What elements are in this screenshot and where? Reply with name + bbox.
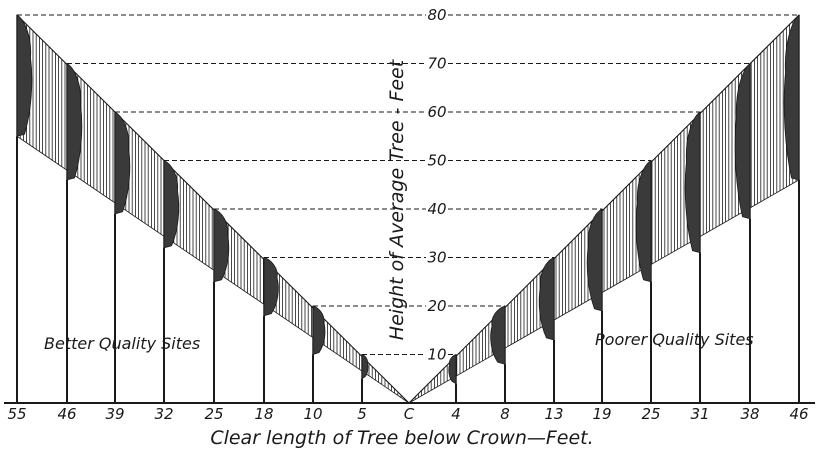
right-clear-length-diagonal: [408, 179, 800, 404]
tree-crown: [16, 14, 33, 137]
x-tick-label: 18: [254, 405, 273, 423]
left-clear-length-diagonal: [16, 135, 410, 404]
tree-crown: [734, 62, 751, 220]
poorer-sites-label: Poorer Quality Sites: [595, 330, 754, 349]
y-tick-label: 80: [427, 6, 446, 24]
tree-crown: [538, 256, 555, 341]
x-tick-label: 46: [57, 405, 76, 423]
tree: [684, 111, 701, 403]
x-tick-label: 10: [303, 405, 322, 423]
tree: [538, 256, 555, 403]
tree-crown: [783, 14, 800, 181]
tree-crown: [684, 111, 701, 254]
tree-crown: [635, 159, 652, 283]
tree: [734, 62, 751, 403]
tree: [114, 111, 131, 403]
y-tick-label: 50: [427, 152, 446, 170]
tree: [16, 14, 33, 403]
y-tick-label: 70: [427, 55, 446, 73]
tree: [490, 305, 506, 403]
tree-crown: [114, 111, 131, 215]
tree-crown: [263, 256, 279, 317]
trees: [4, 14, 815, 404]
x-tick-label: 31: [690, 405, 709, 423]
x-tick-label: 32: [154, 405, 173, 423]
y-tick-label: 60: [427, 103, 446, 121]
tree-crown: [163, 159, 180, 249]
tree: [586, 208, 603, 403]
tree: [448, 353, 457, 403]
x-tick-label: 46: [789, 405, 808, 423]
x-tick-label: 55: [7, 405, 26, 423]
x-tick-label: 39: [105, 405, 124, 423]
x-tick-label: 25: [641, 405, 660, 423]
tree: [163, 159, 180, 403]
tree-crown: [312, 305, 326, 356]
y-tick-label: 30: [427, 249, 446, 267]
x-tick-label: 19: [592, 405, 611, 423]
x-tick-label: 8: [500, 405, 510, 423]
tree-crown: [490, 305, 506, 365]
y-tick-label: 40: [427, 200, 446, 218]
height-guide-lines: [17, 14, 799, 355]
x-axis-title: Clear length of Tree below Crown—Feet.: [210, 427, 593, 449]
tree-crown: [213, 208, 230, 283]
y-tick-label: 10: [427, 346, 446, 364]
tree-crown: [586, 208, 603, 312]
x-tick-label: 4: [451, 405, 461, 423]
tree: [213, 208, 230, 403]
tree: [635, 159, 652, 403]
y-tick-label: 20: [427, 297, 446, 315]
tree: [312, 305, 326, 403]
tree: [66, 62, 83, 403]
tree-crown: [448, 353, 457, 385]
labels: 10 20 30 40 50 60 70 80 55 46 39 32 25 18 10 5 C 4 8 13 19 25…: [7, 6, 808, 423]
x-tick-label: 13: [544, 405, 563, 423]
tree-crown: [66, 62, 83, 181]
x-tick-label: 38: [740, 405, 759, 423]
right-height-diagonal: [408, 14, 800, 404]
tree-crown: [361, 353, 369, 380]
tree: [361, 353, 369, 403]
tree: [783, 14, 800, 403]
y-axis-title: Height of Average Tree - Feet: [386, 58, 408, 340]
better-sites-label: Better Quality Sites: [44, 334, 200, 353]
x-tick-label: 25: [204, 405, 223, 423]
x-tick-label: 5: [357, 405, 367, 423]
x-tick-label-center: C: [404, 405, 415, 423]
left-height-diagonal: [16, 14, 410, 404]
tree: [263, 256, 279, 403]
